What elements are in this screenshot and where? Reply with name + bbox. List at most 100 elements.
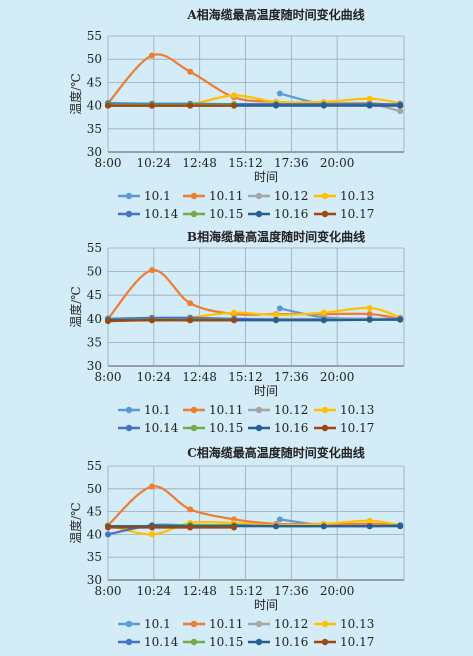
x-tick-label: 10:24 (137, 156, 172, 170)
data-point (366, 311, 373, 318)
data-point (231, 309, 238, 316)
legend-label: 10.15 (209, 421, 243, 435)
chart-panel-2: C相海缆最高温度随时间变化曲线 30 35 40 45 50 55 8:00 10:24 12:4… (68, 445, 405, 649)
data-point (187, 300, 194, 307)
y-tick-label: 50 (87, 52, 102, 66)
legend-swatch-marker (321, 638, 329, 646)
data-point (148, 52, 155, 59)
legend-label: 10.14 (144, 635, 179, 649)
data-point (273, 317, 280, 324)
data-point (148, 531, 155, 538)
x-tick-label: 15:12 (228, 156, 263, 170)
legend-label: 10.1 (144, 617, 171, 631)
data-point (320, 102, 327, 109)
x-tick-label: 8:00 (95, 584, 122, 598)
x-tick-label: 17:36 (274, 370, 309, 384)
data-point (187, 524, 194, 531)
x-tick-label: 10:24 (137, 584, 172, 598)
data-point (276, 90, 283, 97)
x-tick-label: 15:12 (228, 584, 263, 598)
data-point (366, 517, 373, 524)
legend-label: 10.1 (144, 189, 171, 203)
series-line-10.13 (107, 519, 401, 536)
legend-swatch-marker (190, 620, 198, 628)
y-tick-label: 55 (87, 241, 102, 255)
legend-swatch-marker (125, 620, 133, 628)
legend-swatch-marker (125, 192, 133, 200)
chart-title: A相海缆最高温度随时间变化曲线 (186, 7, 364, 22)
legend-swatch-marker (190, 406, 198, 414)
y-tick-label: 35 (87, 550, 102, 564)
data-point (397, 102, 404, 109)
legend-label: 10.15 (209, 635, 243, 649)
chart-title: B相海缆最高温度随时间变化曲线 (187, 229, 365, 244)
legend-label: 10.13 (340, 189, 374, 203)
data-point (148, 524, 155, 531)
legend-swatch-marker (125, 638, 133, 646)
y-axis-label: 温度/℃ (68, 502, 83, 543)
chart-title: C相海缆最高温度随时间变化曲线 (187, 445, 365, 460)
data-point (366, 95, 373, 102)
legend-label: 10.12 (274, 617, 308, 631)
y-axis-label: 温度/℃ (68, 73, 83, 114)
data-point (276, 516, 283, 523)
data-point (366, 523, 373, 530)
legend-swatch-marker (321, 620, 329, 628)
legend-swatch-marker (190, 638, 198, 646)
legend-swatch-marker (321, 424, 329, 432)
y-tick-label: 30 (87, 359, 102, 373)
y-axis-label: 温度/℃ (68, 286, 83, 327)
legend-swatch-marker (125, 210, 133, 218)
data-point (273, 102, 280, 109)
x-tick-label: 20:00 (320, 370, 355, 384)
x-axis-label: 时间 (254, 170, 278, 184)
data-point (397, 316, 404, 323)
legend-label: 10.16 (274, 207, 308, 221)
x-tick-label: 15:12 (228, 370, 263, 384)
data-point (320, 309, 327, 316)
y-tick-label: 40 (87, 99, 102, 113)
data-point (231, 317, 238, 324)
y-tick-label: 55 (87, 459, 102, 473)
legend-label: 10.14 (144, 207, 179, 221)
data-point (105, 318, 111, 325)
legend-label: 10.1 (144, 403, 171, 417)
data-point (148, 317, 155, 324)
data-point (273, 523, 280, 530)
data-point (397, 108, 404, 115)
series-line-10.17 (107, 319, 235, 323)
data-point (187, 102, 194, 109)
legend-label: 10.15 (209, 207, 243, 221)
data-point (366, 102, 373, 109)
legend-label: 10.16 (274, 635, 308, 649)
data-point (320, 317, 327, 324)
legend-swatch-marker (321, 406, 329, 414)
x-tick-label: 17:36 (274, 584, 309, 598)
y-tick-label: 55 (87, 29, 102, 43)
x-axis-label: 时间 (254, 598, 278, 612)
data-point (231, 92, 238, 99)
data-point (105, 524, 111, 531)
y-tick-label: 45 (87, 288, 102, 302)
data-point (273, 312, 280, 319)
legend-swatch-marker (125, 424, 133, 432)
data-point (105, 102, 111, 109)
x-axis-label: 时间 (254, 384, 278, 398)
legend-label: 10.12 (274, 403, 308, 417)
legend-label: 10.14 (144, 421, 179, 435)
data-point (148, 483, 155, 490)
x-tick-label: 10:24 (137, 370, 172, 384)
y-tick-label: 30 (87, 145, 102, 159)
legend-swatch-marker (255, 406, 263, 414)
x-tick-label: 12:48 (182, 156, 217, 170)
data-point (148, 267, 155, 274)
series-line-10.11 (107, 485, 401, 527)
legend-label: 10.13 (340, 403, 374, 417)
data-point (187, 68, 194, 75)
legend-label: 10.17 (340, 207, 374, 221)
legend-swatch-marker (321, 192, 329, 200)
x-tick-label: 8:00 (95, 370, 122, 384)
data-point (187, 317, 194, 324)
legend-swatch-marker (190, 424, 198, 432)
